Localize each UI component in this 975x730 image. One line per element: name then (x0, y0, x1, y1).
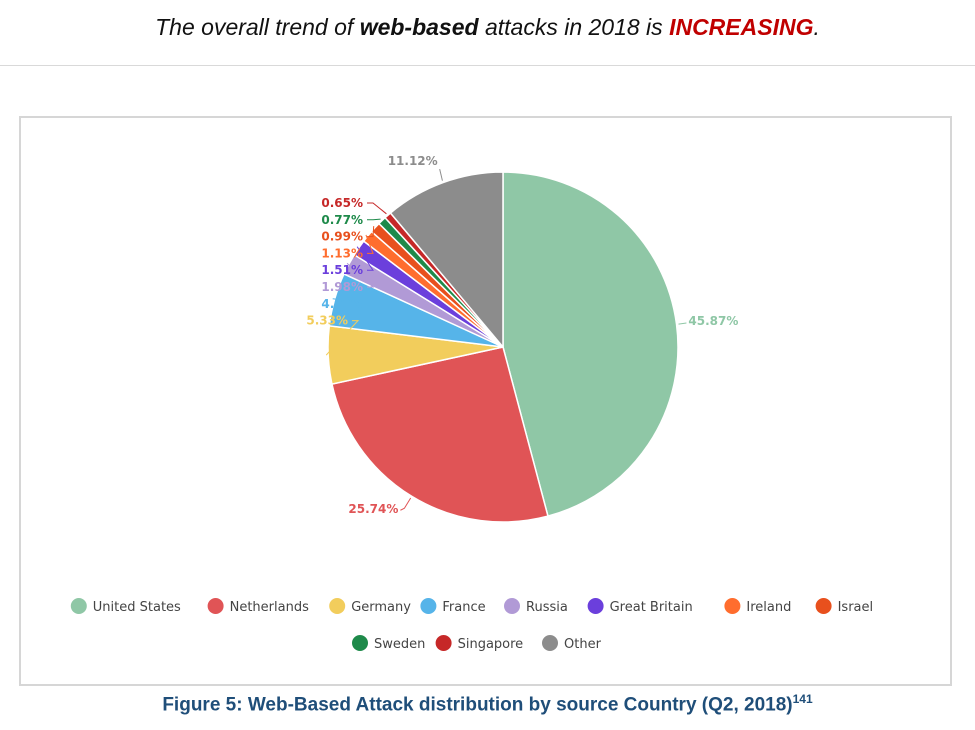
leader-line-israel (367, 226, 375, 238)
data-label-united-states: 45.87% (688, 314, 738, 328)
caption-text: Figure 5: Web-Based Attack distribution … (162, 694, 793, 716)
data-label-other: 11.12% (388, 154, 438, 168)
divider (0, 65, 975, 66)
leader-line-germany (325, 320, 360, 356)
legend-item-sweden: Sweden (352, 635, 425, 652)
legend-item-united-states: United States (70, 598, 181, 615)
legend-item-russia: Russia (504, 598, 568, 615)
legend-label-israel: Israel (838, 600, 874, 615)
leader-line-netherlands (400, 497, 412, 511)
pie-slice-united-states (502, 171, 679, 518)
legend-swatch-ireland (724, 598, 741, 614)
legend-item-other: Other (542, 635, 602, 652)
pie-slice-netherlands (331, 346, 549, 523)
legend-swatch-sweden (352, 635, 368, 651)
pie-slice-other (389, 171, 504, 350)
data-label-great-britain: 1.51% (321, 263, 363, 277)
leader-line-singapore (367, 202, 387, 215)
headline-strong: web-based (359, 14, 479, 40)
legend-label-ireland: Ireland (746, 600, 791, 615)
headline-accent: INCREASING (669, 14, 814, 40)
pie-chart: 45.87% 25.74% 5.33% 4.92% 1.98% 1.51% 1.13% 0.9… (70, 154, 874, 652)
leader-line-ireland (365, 234, 374, 254)
legend-item-singapore: Singapore (435, 635, 524, 652)
legend-swatch-great-britain (587, 598, 604, 614)
headline: The overall trend of web-based attacks i… (0, 14, 975, 41)
data-label-sweden: 0.77% (321, 213, 363, 227)
legend-swatch-russia (504, 598, 520, 614)
legend-item-ireland: Ireland (724, 598, 791, 615)
data-label-russia: 1.98% (321, 280, 363, 294)
legend-item-france: France (420, 598, 486, 615)
figure-caption: Figure 5: Web-Based Attack distribution … (0, 692, 975, 716)
headline-prefix: The overall trend of (155, 14, 360, 40)
legend-swatch-netherlands (207, 598, 224, 614)
legend-label-germany: Germany (351, 600, 411, 615)
legend-item-netherlands: Netherlands (207, 598, 309, 615)
legend-label-other: Other (564, 637, 602, 652)
legend-label-united-states: United States (93, 600, 181, 615)
data-label-france: 4.92% (321, 297, 363, 311)
leader-line-other (439, 169, 443, 181)
legend-label-great-britain: Great Britain (610, 600, 693, 615)
headline-middle: attacks in 2018 is (478, 14, 670, 40)
data-label-germany: 5.33% (306, 314, 348, 328)
data-label-singapore: 0.65% (321, 196, 363, 210)
legend-item-great-britain: Great Britain (587, 598, 693, 615)
legend-swatch-other (542, 635, 558, 651)
leader-line-sweden (367, 218, 381, 221)
data-label-israel: 0.99% (321, 230, 363, 244)
leader-line-great-britain (356, 246, 374, 271)
chart-frame (19, 116, 952, 686)
data-label-ireland: 1.13% (321, 246, 363, 260)
legend-label-france: France (442, 600, 485, 615)
legend-swatch-united-states (70, 598, 87, 614)
legend-swatch-france (420, 598, 437, 614)
legend-item-germany: Germany (329, 598, 411, 615)
data-label-netherlands: 25.74% (348, 502, 398, 516)
legend-swatch-israel (815, 598, 832, 614)
leader-line-russia (346, 262, 375, 288)
legend-swatch-singapore (435, 635, 452, 651)
legend-label-netherlands: Netherlands (230, 600, 309, 615)
legend-swatch-germany (329, 598, 346, 614)
leader-line-france (332, 298, 374, 305)
headline-suffix: . (813, 14, 820, 40)
legend-label-sweden: Sweden (374, 637, 425, 652)
legend-label-russia: Russia (526, 600, 568, 615)
legend-item-israel: Israel (815, 598, 874, 615)
legend-label-singapore: Singapore (458, 637, 524, 652)
leader-line-united-states (678, 322, 687, 325)
caption-footnote: 141 (792, 692, 813, 706)
